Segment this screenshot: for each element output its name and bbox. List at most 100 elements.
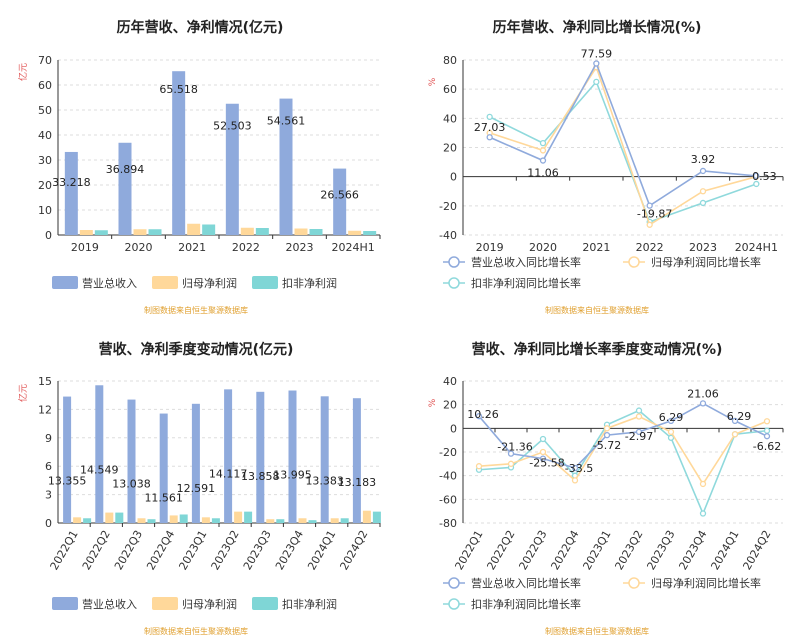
series-line-2 [478, 409, 768, 516]
y-unit-label: % [428, 77, 438, 86]
bar-revenue [225, 103, 239, 236]
y-tick-label: 40 [443, 112, 457, 125]
y-tick-label: 50 [38, 104, 52, 117]
legend-label: 归母净利润 [182, 597, 237, 611]
legend-swatch [152, 276, 178, 289]
x-tick-label: 2023Q1 [176, 528, 209, 572]
data-label: -2.97 [625, 430, 653, 443]
bar-revenue [288, 390, 297, 523]
data-label: -19.87 [637, 208, 672, 221]
bar-net-profit [294, 228, 308, 235]
x-tick-label: 2023Q3 [645, 528, 678, 572]
legend-label: 营业总收入同比增长率 [471, 255, 581, 269]
data-point [475, 413, 483, 420]
data-point [539, 455, 547, 462]
y-tick-label: 0 [450, 171, 457, 184]
data-point [539, 448, 547, 456]
x-tick-label: 2024H1 [735, 241, 778, 254]
bar-deducted-profit [211, 518, 220, 523]
data-point [699, 400, 707, 407]
data-label: 13.183 [338, 476, 377, 489]
data-label: 13.038 [112, 478, 151, 491]
legend-label: 扣非净利润 [282, 597, 337, 611]
data-point [699, 480, 707, 488]
series-line-1 [478, 415, 768, 486]
bar-revenue [172, 71, 186, 235]
data-point [753, 172, 760, 180]
x-tick-label: 2024Q1 [709, 528, 742, 572]
bar-net-profit [133, 229, 147, 235]
data-point [667, 428, 675, 436]
bar-deducted-profit [308, 520, 317, 523]
bar-revenue [320, 396, 329, 523]
data-label: 6.29 [659, 411, 684, 424]
y-tick-label: -80 [439, 517, 457, 530]
data-label: 13.858 [241, 470, 280, 483]
bar-deducted-profit [202, 224, 216, 235]
legend-swatch-marker [448, 277, 460, 289]
bar-net-profit [298, 518, 307, 523]
legend-label: 扣非净利润 [282, 276, 337, 290]
legend-swatch-marker [448, 577, 460, 589]
data-point [507, 460, 515, 467]
data-point [763, 433, 771, 440]
data-point [667, 417, 675, 425]
legend-label: 扣非净利润同比增长率 [471, 276, 581, 290]
data-label: 21.06 [687, 387, 719, 400]
series-line-0 [489, 61, 757, 207]
data-label: 33.218 [52, 176, 91, 189]
x-tick-label: 2023 [689, 241, 717, 254]
data-point [593, 60, 600, 67]
y-tick-label: 60 [38, 79, 52, 92]
y-unit-label: 亿元 [17, 63, 29, 81]
x-tick-label: 2024Q1 [305, 528, 338, 572]
bar-revenue [224, 389, 233, 523]
legend-swatch-marker [448, 256, 460, 268]
bar-net-profit [73, 517, 82, 523]
bar-net-profit [330, 518, 339, 523]
bar-deducted-profit [148, 229, 162, 235]
data-label: -33.5 [565, 462, 593, 475]
x-tick-label: 2019 [476, 241, 504, 254]
chart3-quarterly-revenue-bars: 亿元 0 3 6 9 12 15 13.355 2022Q1 14.549 2022Q2 13.038… [17, 375, 381, 611]
data-label: 54.561 [267, 115, 306, 128]
bar-deducted-profit [83, 518, 92, 523]
data-label: 6.29 [727, 410, 752, 423]
y-tick-label: 60 [443, 83, 457, 96]
data-point [699, 199, 707, 207]
data-label: 65.518 [159, 83, 198, 96]
bar-net-profit [137, 518, 146, 523]
data-point [699, 167, 707, 175]
x-tick-label: 2023Q3 [241, 528, 274, 572]
data-point [603, 425, 611, 432]
x-tick-label: 2022 [232, 241, 260, 254]
data-label: 12.591 [177, 482, 216, 495]
bar-revenue [256, 391, 265, 523]
data-point [731, 431, 739, 438]
bar-deducted-profit [94, 230, 108, 235]
x-tick-label: 2022Q3 [112, 528, 145, 572]
y-tick-label: -20 [439, 446, 457, 459]
chart1-title: 历年营收、净利情况(亿元) [117, 19, 284, 36]
legend-label: 归母净利润同比增长率 [651, 255, 761, 269]
data-point [603, 431, 611, 439]
data-label: 13.383 [305, 474, 344, 487]
y-tick-label: 20 [443, 399, 457, 412]
y-tick-label: 80 [443, 54, 457, 67]
bar-revenue [64, 151, 78, 235]
data-label: 13.355 [48, 475, 87, 488]
chart4-source-note: 制图数据来自恒生聚源数据库 [545, 626, 649, 636]
data-label: 52.503 [213, 120, 252, 133]
bar-net-profit [234, 511, 243, 523]
x-tick-label: 2023Q1 [581, 528, 614, 572]
bar-deducted-profit [179, 514, 188, 523]
data-point [753, 180, 760, 188]
data-point [571, 477, 579, 484]
data-point [486, 134, 493, 141]
data-point [763, 427, 771, 434]
bar-deducted-profit [309, 229, 323, 235]
data-point [593, 78, 600, 86]
bar-deducted-profit [276, 519, 285, 523]
x-tick-label: 2022Q3 [517, 528, 550, 572]
data-label: -6.62 [753, 440, 781, 453]
